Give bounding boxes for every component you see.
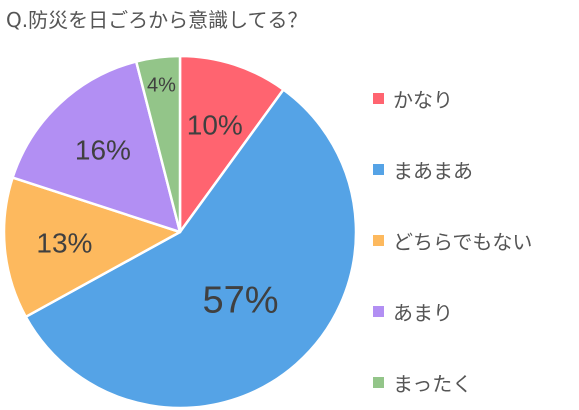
legend-label: まあまあ [393, 158, 473, 183]
legend-item-mattaku: まったく [373, 368, 472, 396]
pie-slice-kanari [178, 54, 285, 234]
pie-label-dochiratemonai: 13% [36, 227, 92, 258]
legend-item-kanari: かなり [373, 84, 453, 112]
legend-item-maamaa: まあまあ [373, 155, 473, 183]
pie-label-amari: 16% [75, 134, 131, 165]
legend-swatch [373, 305, 384, 317]
legend-label: どちらでもない [393, 229, 533, 254]
legend-label: かなり [393, 87, 453, 112]
chart-title: Q.防災を日ごろから意識してる？ [6, 8, 308, 32]
pie-slice-maamaa [24, 88, 358, 410]
pie-label-kanari: 10% [187, 109, 243, 140]
legend-label: まったく [393, 371, 473, 396]
pie-label-maamaa: 57% [202, 280, 278, 322]
legend-swatch [373, 163, 384, 175]
legend-swatch [373, 376, 384, 388]
pie-slice-amari [11, 60, 182, 234]
pie-value-labels: 10% 57% 13% 16% 4% [36, 74, 278, 321]
pie-slice-mattaku [134, 54, 182, 234]
legend-item-dochiratemonai: どちらでもない [373, 226, 532, 254]
pie-slice-dochiratemonai [2, 176, 182, 319]
legend-swatch [373, 234, 384, 246]
legend-swatch [373, 92, 384, 104]
legend-item-amari: あまり [373, 297, 453, 325]
legend-label: あまり [393, 300, 453, 325]
pie-slices [2, 54, 358, 410]
pie-label-mattaku: 4% [147, 74, 176, 96]
